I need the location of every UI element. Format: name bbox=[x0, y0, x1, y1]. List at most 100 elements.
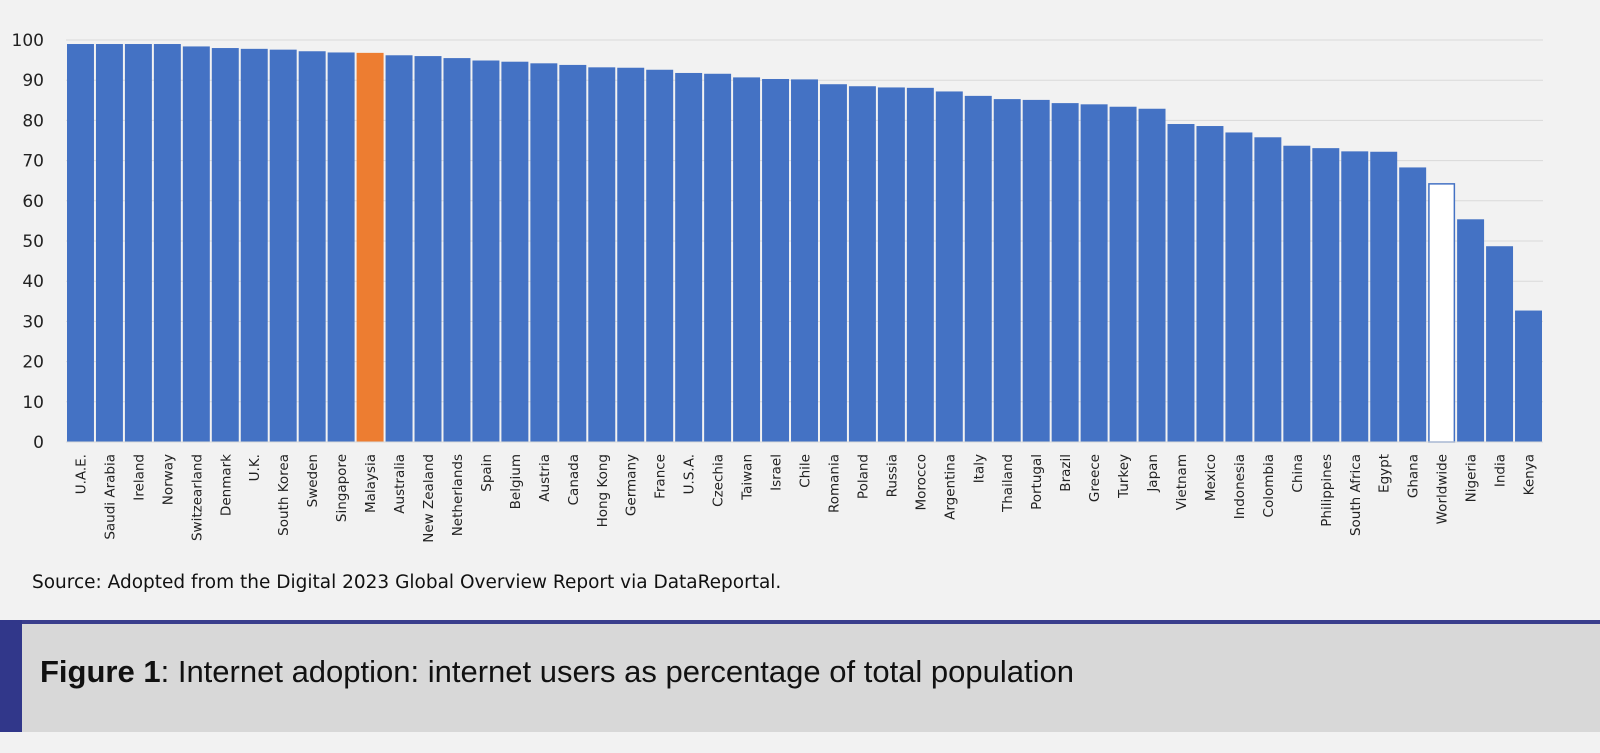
x-tick-label: Netherlands bbox=[450, 454, 466, 536]
caption-separator: : bbox=[160, 654, 170, 689]
bar-portugal bbox=[1022, 99, 1050, 442]
bar-thailand bbox=[993, 99, 1021, 443]
bar-malaysia bbox=[356, 52, 384, 442]
caption-text: Internet adoption: internet users as per… bbox=[169, 654, 1075, 689]
x-tick-label: Ireland bbox=[131, 454, 147, 501]
caption-divider bbox=[0, 620, 1600, 624]
x-tick-label: Ghana bbox=[1406, 454, 1422, 498]
y-tick-label: 0 bbox=[33, 433, 44, 453]
bar-turkey bbox=[1109, 106, 1137, 443]
x-tick-label: Egypt bbox=[1377, 454, 1393, 493]
bar-japan bbox=[1138, 108, 1166, 442]
x-tick-label: Colombia bbox=[1261, 454, 1277, 517]
y-tick-label: 50 bbox=[22, 232, 44, 252]
x-tick-label: Italy bbox=[971, 454, 987, 483]
x-tick-label: Philippines bbox=[1319, 454, 1335, 527]
bar-brazil bbox=[1051, 103, 1079, 442]
bar-kenya bbox=[1515, 310, 1542, 442]
x-tick-label: Saudi Arabia bbox=[102, 454, 118, 540]
bar-chile bbox=[791, 79, 818, 443]
y-tick-label: 20 bbox=[22, 353, 44, 373]
bar-morocco bbox=[906, 87, 934, 442]
bar-philippines bbox=[1312, 148, 1340, 442]
bar-italy bbox=[964, 95, 992, 443]
x-tick-label: Spain bbox=[479, 454, 495, 492]
bar-new-zealand bbox=[414, 56, 442, 442]
x-tick-label: U.K. bbox=[247, 454, 263, 481]
x-tick-label: Brazil bbox=[1058, 454, 1074, 492]
x-tick-label: U.A.E. bbox=[73, 454, 89, 494]
x-tick-label: Russia bbox=[884, 454, 900, 497]
x-tick-label: Japan bbox=[1145, 454, 1161, 493]
bar-germany bbox=[617, 67, 645, 442]
x-tick-label: U.S.A. bbox=[682, 454, 698, 494]
figure-caption: Figure 1: Internet adoption: internet us… bbox=[40, 654, 1074, 690]
x-tick-label: Chile bbox=[798, 454, 814, 488]
x-tick-label: Portugal bbox=[1029, 454, 1045, 510]
bar-u-a-e bbox=[67, 44, 94, 443]
bar-singapore bbox=[327, 52, 355, 442]
bar-france bbox=[646, 69, 674, 443]
x-tick-label: Sweden bbox=[305, 454, 321, 507]
bar-nigeria bbox=[1457, 219, 1485, 442]
bar-indonesia bbox=[1225, 132, 1253, 442]
bar-canada bbox=[559, 64, 587, 442]
x-tick-label: India bbox=[1493, 454, 1509, 487]
x-tick-label: Canada bbox=[566, 454, 582, 505]
bar-austria bbox=[530, 63, 558, 442]
x-tick-label: Turkey bbox=[1116, 454, 1132, 499]
bar-netherlands bbox=[443, 58, 471, 443]
bar-mexico bbox=[1196, 126, 1224, 442]
bar-greece bbox=[1080, 104, 1108, 442]
bar-czechia bbox=[704, 73, 732, 442]
bar-denmark bbox=[211, 48, 239, 442]
x-tick-label: South Korea bbox=[276, 454, 292, 536]
bar-russia bbox=[877, 87, 905, 442]
bar-china bbox=[1283, 145, 1311, 442]
x-tick-label: Worldwide bbox=[1435, 454, 1451, 524]
x-tick-label: Poland bbox=[855, 454, 871, 499]
bar-australia bbox=[385, 55, 413, 442]
y-tick-label: 80 bbox=[22, 111, 44, 131]
bar-spain bbox=[472, 60, 500, 442]
bar-colombia bbox=[1254, 137, 1282, 442]
bar-sweden bbox=[298, 51, 326, 442]
bar-poland bbox=[848, 86, 876, 442]
bar-india bbox=[1486, 246, 1514, 442]
bar-south-korea bbox=[269, 49, 297, 442]
x-tick-label: Thailand bbox=[1000, 454, 1016, 513]
bar-ireland bbox=[124, 44, 152, 443]
bar-egypt bbox=[1370, 151, 1398, 443]
x-tick-label: Argentina bbox=[942, 454, 958, 520]
x-tick-label: Australia bbox=[392, 454, 408, 514]
x-tick-label: Taiwan bbox=[740, 454, 756, 501]
x-tick-label: France bbox=[653, 454, 669, 499]
x-tick-label: Greece bbox=[1087, 454, 1103, 502]
x-tick-label: Norway bbox=[160, 454, 176, 505]
x-tick-label: Switzearland bbox=[189, 454, 205, 541]
x-tick-label: South Africa bbox=[1348, 454, 1364, 536]
x-tick-label: Austria bbox=[537, 454, 553, 502]
bar-chart: 0 10 20 30 40 50 60 70 80 90 100 U.A.E. Saudi Arabia… bbox=[12, 31, 1543, 543]
y-tick-label: 40 bbox=[22, 272, 44, 292]
bar-israel bbox=[762, 78, 790, 442]
x-tick-label: Romania bbox=[826, 454, 842, 513]
bar-romania bbox=[819, 84, 847, 442]
bar-saudi-arabia bbox=[95, 44, 123, 443]
y-tick-label: 60 bbox=[22, 192, 44, 212]
x-tick-label: Mexico bbox=[1203, 454, 1219, 501]
bar-argentina bbox=[935, 91, 963, 443]
y-tick-label: 30 bbox=[22, 312, 44, 332]
bar-worldwide bbox=[1428, 183, 1456, 443]
bar-u-s-a bbox=[675, 72, 703, 443]
chart-area: 0 10 20 30 40 50 60 70 80 90 100 U.A.E. Saudi Arabia… bbox=[11, 31, 1543, 593]
x-tick-label: Denmark bbox=[218, 454, 234, 516]
x-tick-label: New Zealand bbox=[421, 454, 437, 543]
y-tick-label: 100 bbox=[12, 31, 44, 51]
bar-vietnam bbox=[1167, 124, 1195, 442]
bar-taiwan bbox=[733, 77, 761, 443]
caption-accent-bar bbox=[0, 620, 22, 732]
x-tick-label: Hong Kong bbox=[595, 454, 611, 527]
bar-hong-kong bbox=[588, 67, 616, 442]
x-tick-label: Indonesia bbox=[1232, 454, 1248, 519]
